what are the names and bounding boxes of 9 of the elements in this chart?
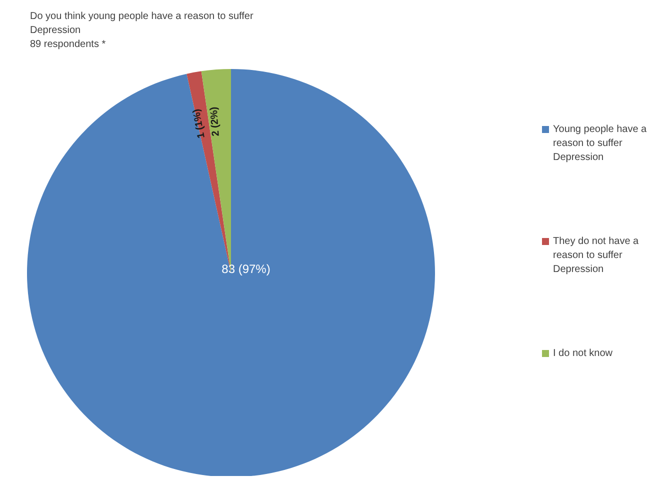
legend-label: Young people have a reason to suffer Depression — [553, 123, 648, 165]
legend-label: I do not know — [553, 347, 612, 361]
data-label: 1 (1%) — [191, 108, 208, 140]
legend-label: They do not have a reason to suffer Depression — [553, 235, 640, 277]
chart-title: Do you think young people have a reason to suffer Depression — [30, 10, 254, 38]
chart-subtitle: 89 respondents * — [30, 38, 107, 52]
data-label: 83 (97%) — [222, 262, 270, 276]
data-label: 2 (2%) — [208, 106, 222, 137]
pie-slice — [27, 69, 435, 476]
